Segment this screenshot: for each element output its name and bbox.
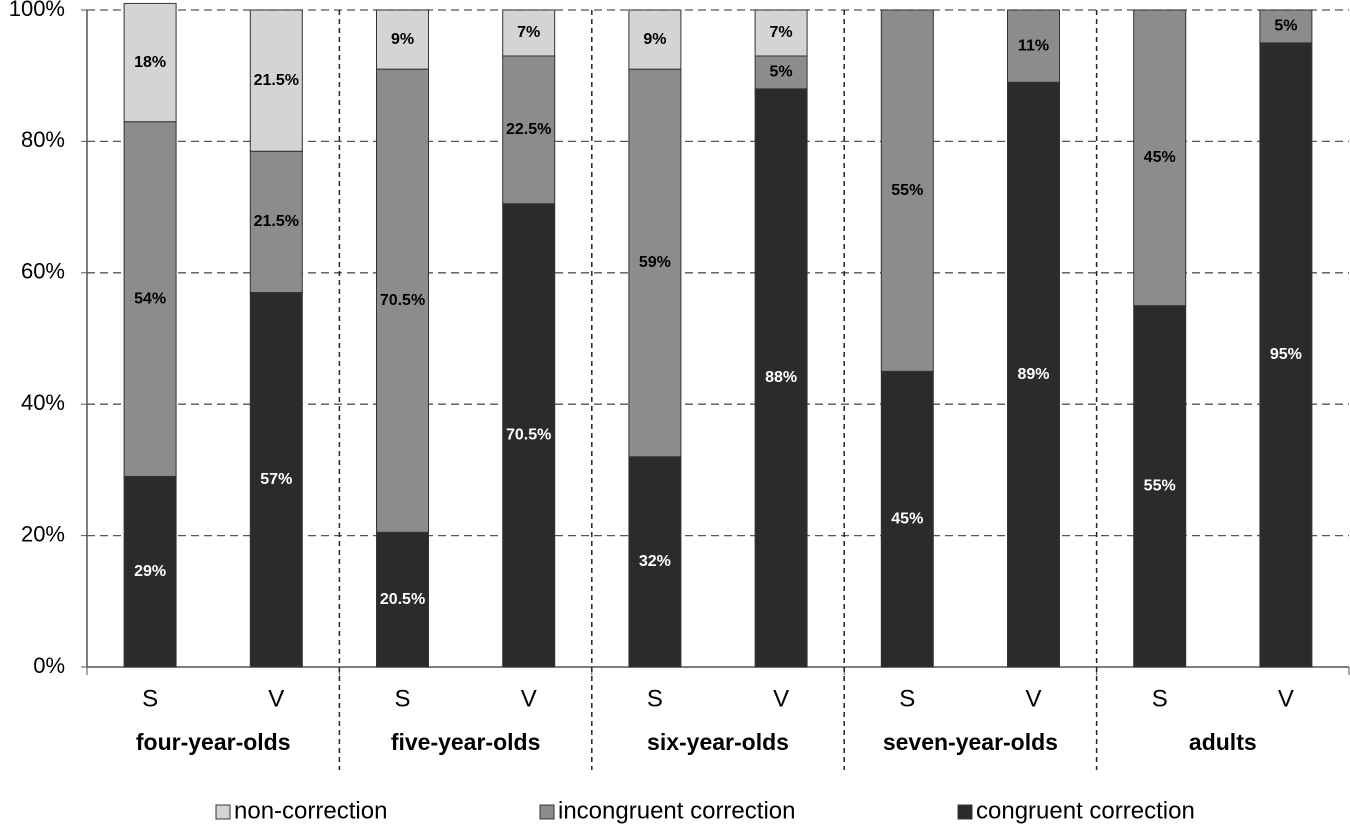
bar-segment xyxy=(376,531,429,668)
bar-segment xyxy=(123,475,177,668)
value-label: 18% xyxy=(134,54,166,71)
bar-segment xyxy=(123,121,177,477)
bar-segment xyxy=(1007,81,1060,668)
x-tick-label: V xyxy=(268,685,284,712)
legend-label: congruent correction xyxy=(976,797,1195,824)
bar-segment xyxy=(249,150,303,294)
value-label: 7% xyxy=(517,24,540,41)
group-label: adults xyxy=(1189,729,1257,755)
x-tick-label: S xyxy=(394,685,410,712)
x-tick-label: V xyxy=(1025,685,1041,712)
value-label: 20.5% xyxy=(380,591,425,608)
group-label: six-year-olds xyxy=(647,729,789,755)
legend-label: incongruent correction xyxy=(558,797,795,824)
value-label: 57% xyxy=(260,471,292,488)
y-tick-label: 100% xyxy=(9,0,65,21)
group-label: five-year-olds xyxy=(391,729,541,755)
value-label: 59% xyxy=(639,254,671,271)
x-tick-label: S xyxy=(142,685,158,712)
bar-segment xyxy=(754,9,808,57)
value-label: 70.5% xyxy=(506,427,551,444)
y-tick-label: 40% xyxy=(21,390,65,415)
legend-swatch xyxy=(215,804,231,820)
bar-segment xyxy=(502,55,556,205)
value-label: 5% xyxy=(770,64,793,81)
bar-segment xyxy=(502,9,556,57)
value-label: 54% xyxy=(134,290,166,307)
value-label: 70.5% xyxy=(380,292,425,309)
x-tick-label: S xyxy=(1152,685,1168,712)
bar-segment xyxy=(1133,305,1187,668)
bar-segment xyxy=(376,9,429,70)
value-label: 11% xyxy=(1018,37,1049,54)
bar-segment xyxy=(1007,9,1060,83)
y-tick-label: 0% xyxy=(33,653,65,678)
bar-segment xyxy=(754,55,808,90)
value-label: 45% xyxy=(891,510,923,527)
x-tick-label: V xyxy=(773,685,789,712)
value-label: 9% xyxy=(391,31,414,48)
x-tick-label: V xyxy=(521,685,537,712)
value-label: 45% xyxy=(1144,149,1176,166)
x-tick-label: S xyxy=(647,685,663,712)
value-label: 21.5% xyxy=(254,213,299,230)
legend-label: non-correction xyxy=(234,797,387,824)
legend-swatch xyxy=(539,804,555,820)
x-tick-label: V xyxy=(1278,685,1294,712)
value-label: 88% xyxy=(765,369,797,386)
bar-segment xyxy=(249,292,303,668)
bar-segment xyxy=(1133,9,1187,307)
value-label: 55% xyxy=(891,182,923,199)
bar-segment xyxy=(880,9,934,372)
y-tick-label: 60% xyxy=(21,259,65,284)
y-tick-label: 20% xyxy=(21,521,65,546)
value-label: 22.5% xyxy=(506,121,551,138)
bar-segment xyxy=(502,203,556,668)
group-label: four-year-olds xyxy=(136,729,291,755)
value-label: 95% xyxy=(1270,346,1302,363)
bar-segment xyxy=(754,88,808,668)
value-label: 55% xyxy=(1144,478,1176,495)
value-label: 5% xyxy=(1274,18,1297,35)
bar-segment xyxy=(628,9,682,70)
value-label: 21.5% xyxy=(254,72,299,89)
bar-segment xyxy=(376,68,429,533)
y-tick-label: 80% xyxy=(21,127,65,152)
bar-segment xyxy=(1259,9,1313,44)
bar-segment xyxy=(123,2,177,123)
group-label: seven-year-olds xyxy=(883,729,1058,755)
value-label: 9% xyxy=(643,31,666,48)
value-label: 89% xyxy=(1017,366,1049,383)
value-label: 29% xyxy=(134,563,166,580)
bar-segment xyxy=(628,68,682,458)
value-label: 32% xyxy=(639,553,671,570)
x-tick-label: S xyxy=(899,685,915,712)
legend-swatch xyxy=(957,804,973,820)
value-label: 7% xyxy=(770,24,793,41)
bar-segment xyxy=(249,9,303,152)
bar-segment xyxy=(628,456,682,668)
